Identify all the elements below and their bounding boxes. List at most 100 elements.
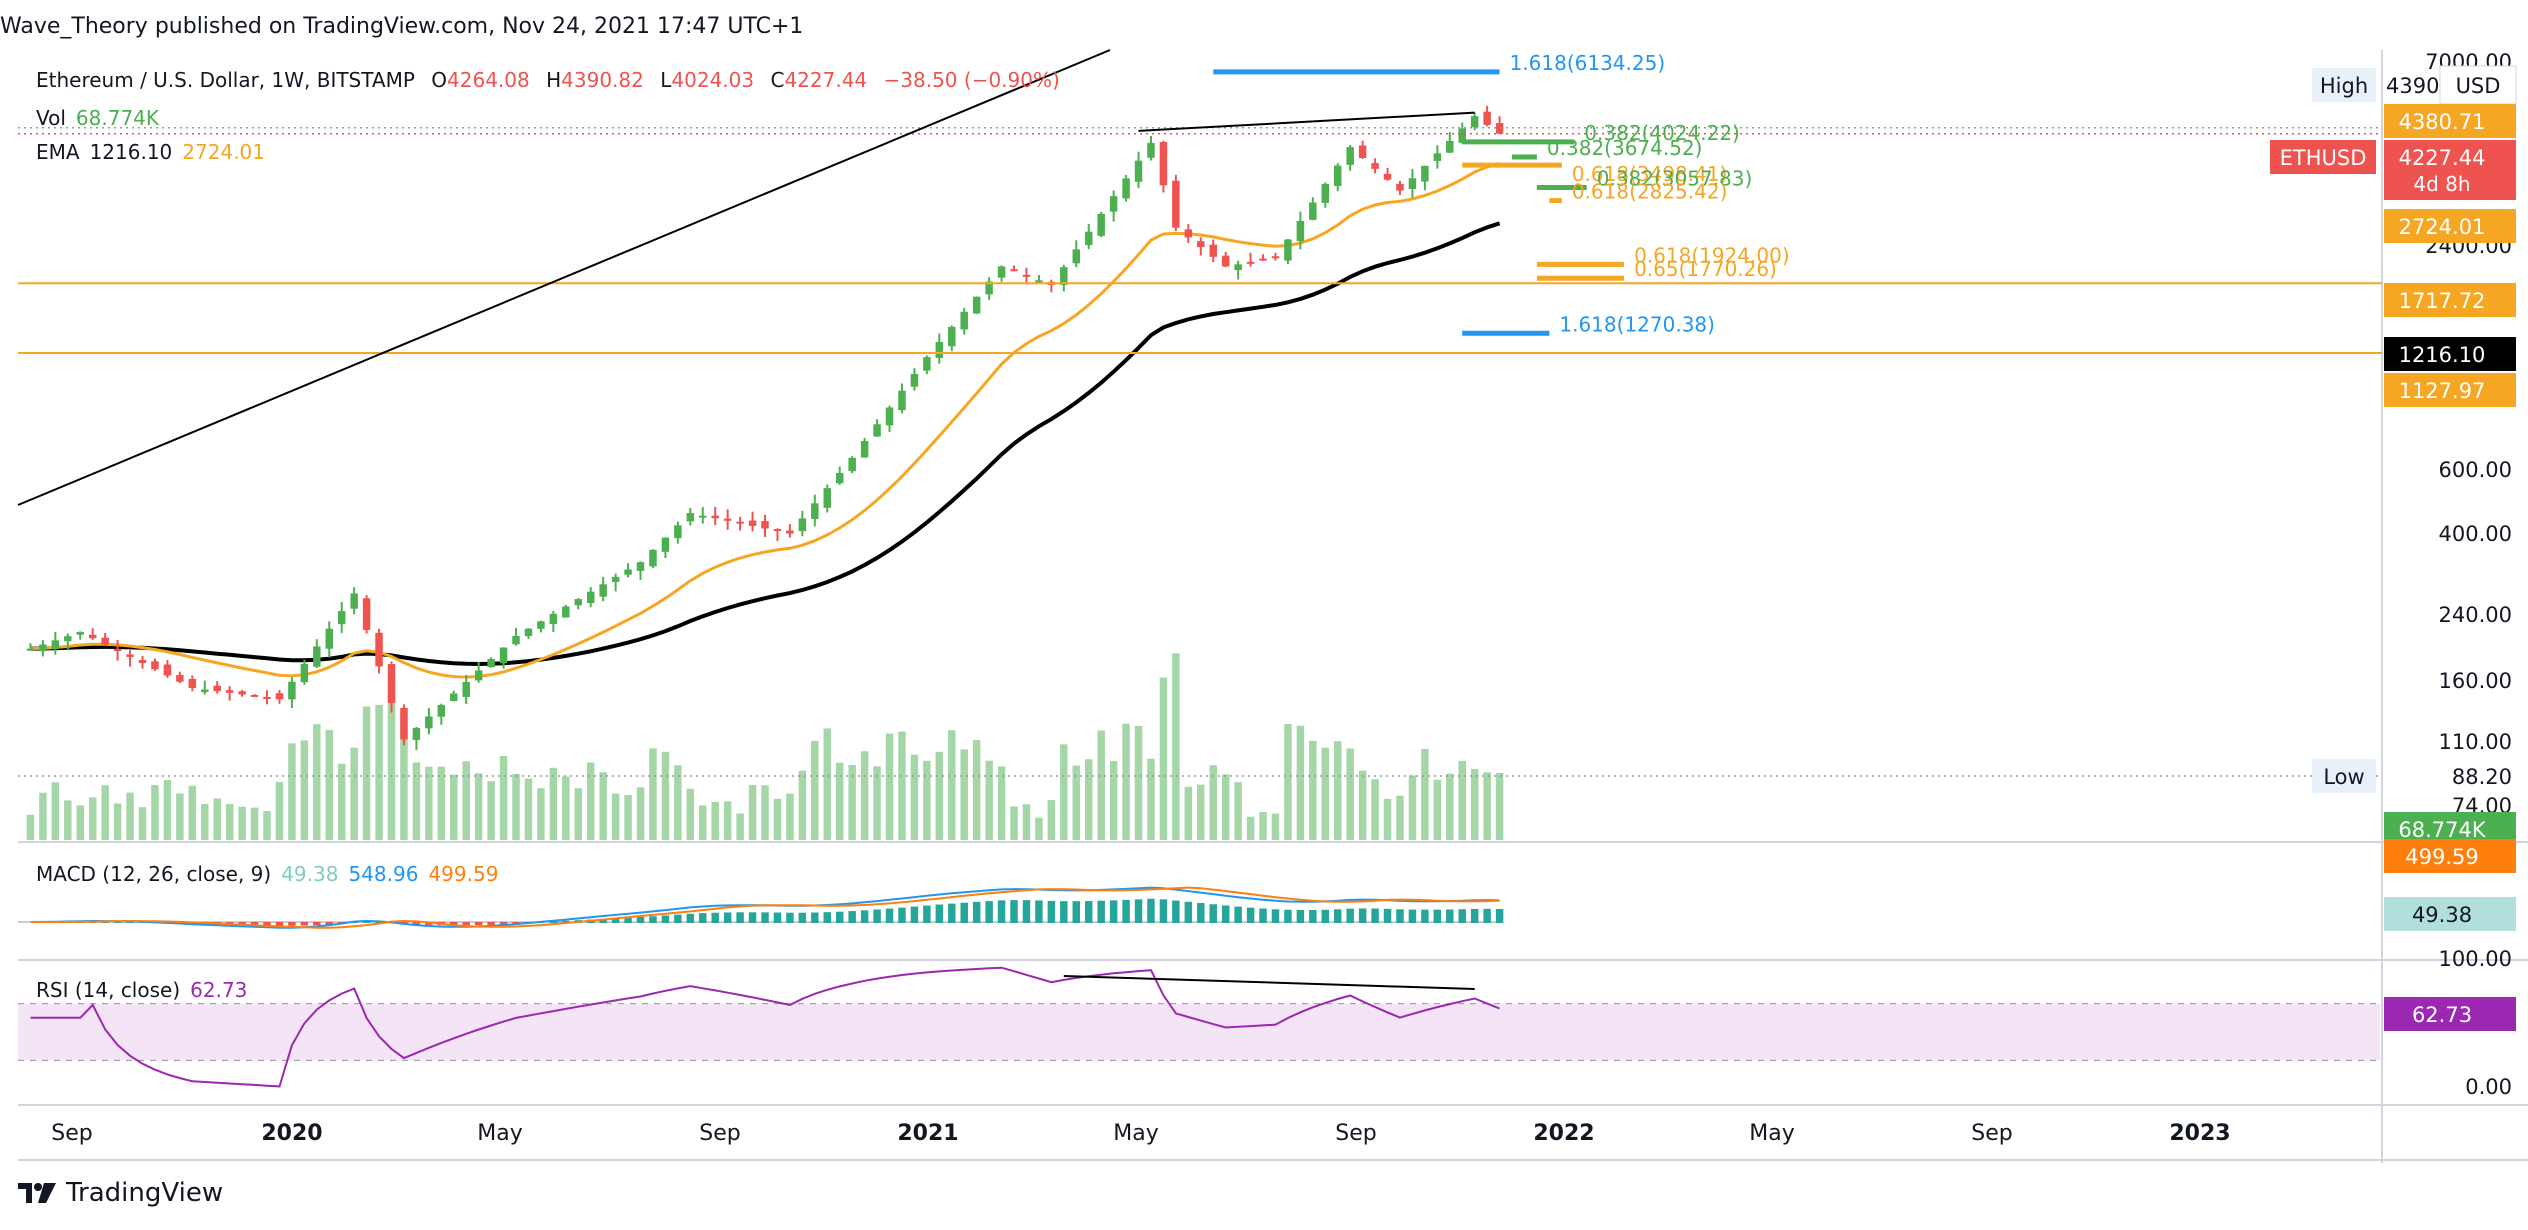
tradingview-logo-icon xyxy=(18,1183,56,1203)
volume-bar xyxy=(1296,725,1305,840)
symbol-name[interactable]: Ethereum / U.S. Dollar, 1W, BITSTAMP xyxy=(36,68,415,92)
candle-body xyxy=(586,591,595,604)
candle-body xyxy=(1246,261,1255,264)
candle-body xyxy=(101,637,109,645)
macd-hist-bar xyxy=(898,907,906,923)
candle-body xyxy=(786,530,794,534)
candle-body xyxy=(64,636,72,642)
volume-bar xyxy=(437,766,446,840)
fib-level-label: 0.382(3674.52) xyxy=(1547,136,1703,160)
volume-bar xyxy=(1209,765,1217,840)
macd-hist-bar xyxy=(1010,900,1018,923)
volume-bar xyxy=(686,788,695,840)
volume-bar xyxy=(387,679,396,840)
macd-hist-bar xyxy=(1197,903,1205,923)
volume-bar xyxy=(860,751,869,840)
macd-hist-bar xyxy=(288,922,296,926)
candle-body xyxy=(400,707,408,740)
volume-bar xyxy=(1184,786,1193,840)
candle-body xyxy=(250,694,259,697)
macd-hist-bar xyxy=(1271,909,1280,923)
volume-bar xyxy=(1483,772,1491,840)
macd-hist-bar xyxy=(649,916,657,923)
candle-body xyxy=(1209,244,1217,257)
price-tag xyxy=(2384,104,2516,138)
macd-hist-bar xyxy=(325,922,333,925)
macd-hist-bar xyxy=(412,922,421,925)
price-tag-countdown: 4d 8h xyxy=(2413,172,2470,196)
macd-legend[interactable]: MACD (12, 26, close, 9) 49.38 548.96 499.59 xyxy=(36,862,499,886)
price-tag xyxy=(2384,997,2516,1031)
macd-hist-bar xyxy=(1234,906,1242,923)
volume-bar xyxy=(761,785,769,840)
volume-bar xyxy=(773,798,782,840)
candle-body xyxy=(1147,142,1155,158)
volume-bar xyxy=(611,793,620,840)
volume-bar xyxy=(474,773,483,840)
candle-body xyxy=(848,457,856,472)
candle-body xyxy=(263,696,271,699)
macd-hist-bar xyxy=(624,917,632,923)
macd-hist-bar xyxy=(425,922,433,925)
ema-legend[interactable]: EMA 1216.10 2724.01 xyxy=(36,140,266,164)
macd-hist-bar xyxy=(786,912,794,923)
macd-hist-bar xyxy=(300,922,309,926)
macd-hist-bar xyxy=(711,912,719,923)
candle-body xyxy=(1010,269,1018,272)
symbol-tag xyxy=(2270,140,2376,174)
macd-hist-bar xyxy=(1470,908,1479,923)
rsi-divergence-line xyxy=(1063,975,1475,990)
volume-legend[interactable]: Vol 68.774K xyxy=(36,106,160,130)
time-axis-label: Sep xyxy=(51,1121,92,1146)
macd-hist-bar xyxy=(1296,910,1305,923)
candle-body xyxy=(723,518,732,521)
macd-hist-bar xyxy=(1495,908,1504,923)
macd-hist-bar xyxy=(1060,901,1068,923)
candle-body xyxy=(997,266,1006,278)
candle-body xyxy=(860,441,869,458)
volume-bar xyxy=(1396,795,1404,840)
macd-hist-bar xyxy=(512,922,520,925)
volume-bar xyxy=(487,781,495,840)
macd-hist-bar xyxy=(599,918,607,923)
candle-body xyxy=(51,640,60,649)
candle-body xyxy=(661,537,670,552)
volume-bar xyxy=(225,803,234,840)
macd-hist-bar xyxy=(811,912,819,923)
candle-body xyxy=(1035,280,1043,283)
tradingview-brand[interactable]: TradingView xyxy=(18,1178,223,1208)
macd-hist-bar xyxy=(250,922,259,926)
ema-fast-line xyxy=(30,161,1501,679)
candle-body xyxy=(474,670,483,681)
volume-bar xyxy=(450,774,458,840)
volume-bar xyxy=(26,814,35,840)
macd-hist-bar xyxy=(362,921,371,923)
candle-body xyxy=(1321,184,1330,203)
candle-body xyxy=(1396,183,1404,191)
candle-body xyxy=(1333,165,1342,186)
candle-body xyxy=(562,606,570,618)
volume-bar xyxy=(674,765,682,840)
price-tick-label: 110.00 xyxy=(2439,730,2512,754)
macd-hist-bar xyxy=(1421,909,1429,923)
candle-body xyxy=(1072,249,1081,264)
volume-bar xyxy=(1284,723,1292,840)
macd-hist-bar xyxy=(935,904,944,923)
macd-hist-bar xyxy=(985,901,993,923)
candle-body xyxy=(1284,239,1292,261)
macd-hist-bar xyxy=(499,922,508,925)
candle-body xyxy=(1470,116,1479,128)
volume-bar xyxy=(300,740,309,840)
candle-body xyxy=(1184,229,1193,238)
time-axis-label: Sep xyxy=(1971,1121,2012,1146)
price-tag xyxy=(2384,283,2516,317)
candle-body xyxy=(337,611,346,625)
macd-hist-bar xyxy=(1321,909,1330,923)
macd-hist-bar xyxy=(686,913,695,923)
candle-body xyxy=(1483,111,1491,125)
volume-bar xyxy=(151,785,159,840)
rsi-line xyxy=(30,966,1500,1088)
rsi-legend[interactable]: RSI (14, close) 62.73 xyxy=(36,978,248,1002)
candle-body xyxy=(972,296,981,314)
